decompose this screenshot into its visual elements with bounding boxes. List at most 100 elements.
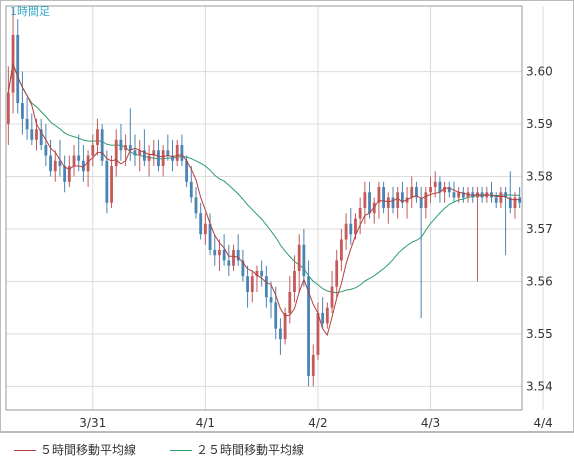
candle-body bbox=[410, 187, 414, 198]
candle-body bbox=[72, 155, 76, 167]
candle-body bbox=[372, 202, 376, 214]
candle-body bbox=[358, 208, 362, 219]
candle-body bbox=[307, 276, 310, 376]
candle-body bbox=[302, 244, 306, 277]
candle-body bbox=[382, 187, 386, 208]
candle-body bbox=[386, 197, 390, 208]
ma25-swatch bbox=[170, 450, 192, 451]
candle-body bbox=[321, 312, 325, 324]
ma5-line bbox=[7, 61, 520, 337]
plot-frame bbox=[5, 5, 523, 411]
candle-body bbox=[325, 307, 329, 324]
candle-body bbox=[199, 213, 203, 235]
candle-body bbox=[189, 181, 193, 198]
price-chart: 3.60 3.59 3.58 3.57 3.56 3.55 3.54 3/31 4/1 4/2 4/… bbox=[0, 0, 574, 432]
candle-body bbox=[335, 260, 339, 287]
candle-body bbox=[222, 249, 226, 261]
timeframe-label: 1時間足 bbox=[10, 5, 50, 18]
ma5-swatch bbox=[14, 450, 36, 451]
candle-body bbox=[161, 150, 165, 167]
y-tick-label: 3.59 bbox=[526, 117, 553, 131]
candle-body bbox=[349, 223, 353, 235]
candle-body bbox=[96, 129, 99, 146]
candle-body bbox=[518, 197, 522, 203]
axis-layer: 3.60 3.59 3.58 3.57 3.56 3.55 3.54 3/31 4/1 4/2 4/… bbox=[0, 0, 574, 432]
candle-body bbox=[424, 192, 428, 208]
candle-body bbox=[377, 187, 381, 203]
candle-body bbox=[218, 249, 221, 256]
candle-body bbox=[447, 187, 451, 193]
candle-body bbox=[232, 249, 235, 266]
candle-body bbox=[110, 166, 113, 203]
candle-body bbox=[433, 181, 437, 188]
x-tick-label: 4/4 bbox=[533, 416, 552, 430]
candle-body bbox=[53, 160, 57, 172]
candle-body bbox=[311, 354, 315, 376]
candle-body bbox=[443, 187, 447, 193]
candle-body bbox=[494, 197, 498, 203]
candle-body bbox=[508, 197, 512, 208]
x-tick-label: 4/3 bbox=[421, 416, 440, 430]
y-tick-label: 3.55 bbox=[526, 327, 553, 341]
candle-body bbox=[344, 223, 348, 240]
candle-body bbox=[77, 155, 81, 161]
candle-body bbox=[128, 145, 132, 151]
candle-body bbox=[194, 197, 198, 214]
candle-body bbox=[499, 192, 503, 203]
candle-body bbox=[279, 328, 282, 340]
candle-body bbox=[452, 192, 456, 198]
candle-body bbox=[255, 270, 259, 277]
candle-body bbox=[461, 192, 465, 198]
candle-body bbox=[35, 129, 38, 140]
candle-body bbox=[208, 223, 212, 250]
candle-body bbox=[396, 192, 400, 208]
ma5-layer bbox=[7, 61, 520, 337]
candle-body bbox=[213, 249, 217, 256]
candle-body bbox=[58, 160, 62, 167]
candle-body bbox=[415, 187, 418, 198]
ma25-layer bbox=[7, 61, 520, 294]
candle-body bbox=[490, 192, 493, 198]
candle-body bbox=[44, 145, 48, 156]
candle-body bbox=[250, 276, 254, 292]
candle-body bbox=[166, 150, 170, 156]
candle-body bbox=[138, 150, 142, 156]
candle-body bbox=[274, 302, 278, 329]
ma25-line bbox=[7, 61, 520, 294]
candle-body bbox=[147, 155, 151, 161]
y-tick-label: 3.60 bbox=[526, 65, 553, 79]
candle-body bbox=[81, 160, 85, 172]
candle-body bbox=[429, 187, 432, 193]
candle-body bbox=[86, 155, 90, 172]
candle-body bbox=[105, 160, 109, 203]
candle-body bbox=[175, 145, 179, 161]
legend-ma5-label: ５時間移動平均線 bbox=[40, 443, 137, 457]
legend-item-ma5: ５時間移動平均線 bbox=[14, 441, 136, 458]
candle-body bbox=[63, 166, 67, 182]
x-tick-label: 4/2 bbox=[308, 416, 327, 430]
candle-body bbox=[264, 276, 268, 298]
candle-body bbox=[260, 270, 264, 277]
x-tick-label: 3/31 bbox=[79, 416, 106, 430]
legend-item-ma25: ２５時間移動平均線 bbox=[170, 441, 304, 458]
candle-body bbox=[6, 92, 10, 125]
candle-body bbox=[30, 129, 34, 140]
candle-layer bbox=[6, 8, 522, 387]
y-tick-label: 3.54 bbox=[526, 379, 553, 393]
y-tick-label: 3.57 bbox=[526, 222, 553, 236]
candle-body bbox=[100, 129, 104, 161]
y-tick-label: 3.56 bbox=[526, 274, 553, 288]
candle-body bbox=[67, 166, 71, 182]
candle-body bbox=[133, 150, 137, 156]
x-tick-label: 4/1 bbox=[196, 416, 215, 430]
candle-body bbox=[25, 118, 29, 130]
candle-body bbox=[419, 197, 423, 208]
candle-body bbox=[119, 139, 123, 151]
candle-body bbox=[504, 192, 507, 198]
candle-body bbox=[297, 244, 301, 271]
candle-body bbox=[49, 155, 52, 172]
candle-body bbox=[91, 145, 95, 156]
candle-body bbox=[16, 34, 20, 104]
candle-body bbox=[363, 192, 367, 208]
